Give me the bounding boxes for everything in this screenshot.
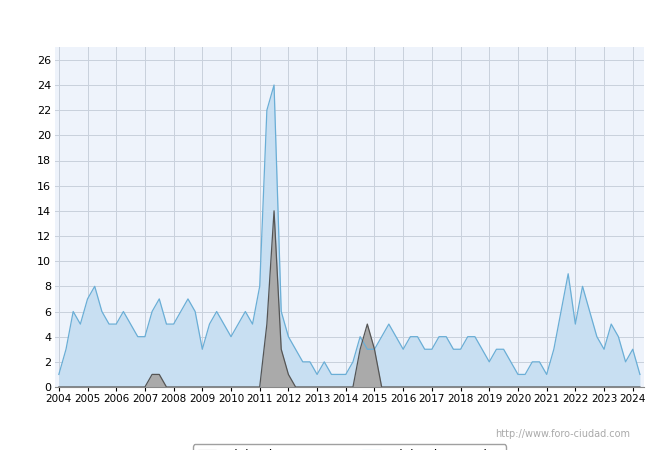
Text: El Campillo - Evolucion del Nº de Transacciones Inmobiliarias: El Campillo - Evolucion del Nº de Transa… xyxy=(102,13,548,28)
Text: http://www.foro-ciudad.com: http://www.foro-ciudad.com xyxy=(495,429,630,439)
Legend: Viviendas Nuevas, Viviendas Usadas: Viviendas Nuevas, Viviendas Usadas xyxy=(192,445,506,450)
